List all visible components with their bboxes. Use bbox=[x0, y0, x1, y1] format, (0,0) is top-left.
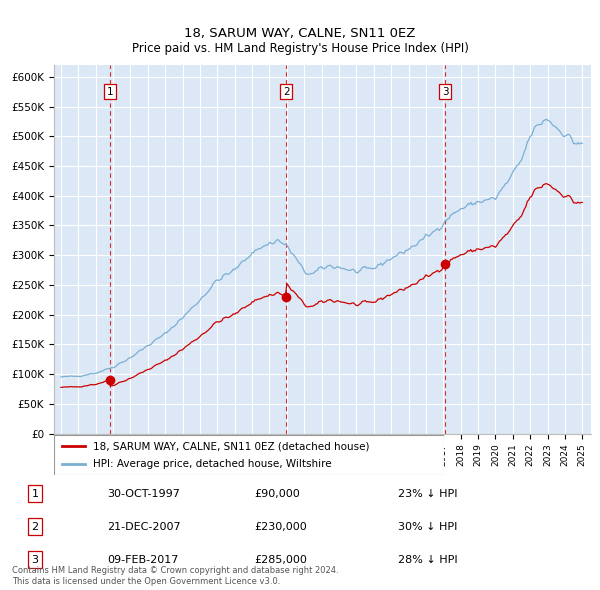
Text: Price paid vs. HM Land Registry's House Price Index (HPI): Price paid vs. HM Land Registry's House … bbox=[131, 42, 469, 55]
Text: 1: 1 bbox=[32, 489, 38, 499]
Text: 09-FEB-2017: 09-FEB-2017 bbox=[107, 555, 178, 565]
Text: 3: 3 bbox=[32, 555, 38, 565]
Text: 2: 2 bbox=[283, 87, 289, 97]
Text: 1: 1 bbox=[107, 87, 113, 97]
Text: 30-OCT-1997: 30-OCT-1997 bbox=[107, 489, 180, 499]
FancyBboxPatch shape bbox=[54, 435, 444, 475]
Text: 23% ↓ HPI: 23% ↓ HPI bbox=[398, 489, 457, 499]
Text: £285,000: £285,000 bbox=[254, 555, 307, 565]
Text: £90,000: £90,000 bbox=[254, 489, 299, 499]
Text: 21-DEC-2007: 21-DEC-2007 bbox=[107, 522, 181, 532]
Text: £230,000: £230,000 bbox=[254, 522, 307, 532]
Text: 28% ↓ HPI: 28% ↓ HPI bbox=[398, 555, 458, 565]
Text: 30% ↓ HPI: 30% ↓ HPI bbox=[398, 522, 457, 532]
Text: HPI: Average price, detached house, Wiltshire: HPI: Average price, detached house, Wilt… bbox=[93, 458, 332, 468]
Text: 3: 3 bbox=[442, 87, 449, 97]
Text: 18, SARUM WAY, CALNE, SN11 0EZ (detached house): 18, SARUM WAY, CALNE, SN11 0EZ (detached… bbox=[93, 441, 370, 451]
Text: Contains HM Land Registry data © Crown copyright and database right 2024.
This d: Contains HM Land Registry data © Crown c… bbox=[12, 566, 338, 586]
Text: 2: 2 bbox=[31, 522, 38, 532]
Text: 18, SARUM WAY, CALNE, SN11 0EZ: 18, SARUM WAY, CALNE, SN11 0EZ bbox=[184, 27, 416, 40]
